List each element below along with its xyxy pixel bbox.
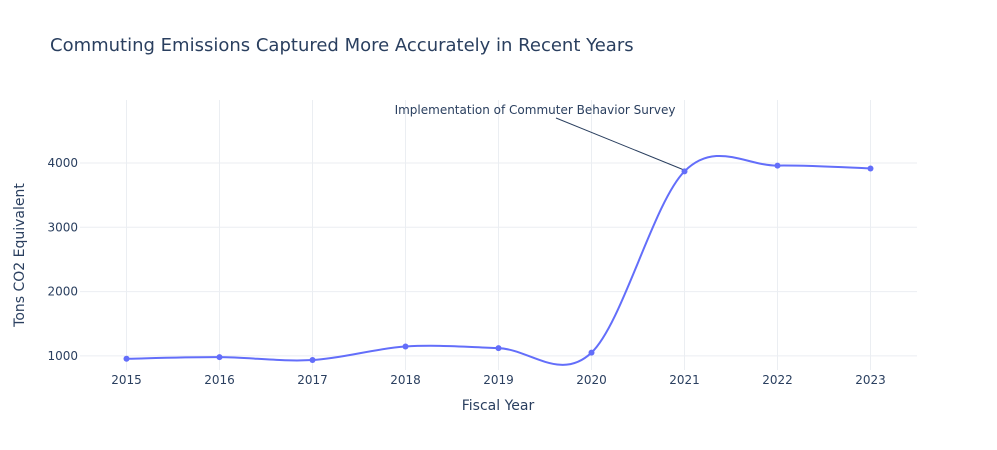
x-tick-label: 2018 (390, 373, 421, 387)
data-point[interactable] (681, 168, 688, 175)
annotation-text: Implementation of Commuter Behavior Surv… (395, 103, 676, 117)
annotation-arrow (555, 117, 683, 170)
y-axis-title: Tons CO2 Equivalent (12, 183, 28, 328)
y-tick-label: 2000 (47, 285, 78, 299)
x-tick-label: 2019 (483, 373, 514, 387)
series-layer (126, 154, 871, 366)
y-tick-label: 3000 (47, 220, 78, 234)
data-point[interactable] (495, 345, 502, 352)
annotation: Implementation of Commuter Behavior Surv… (395, 103, 683, 170)
data-point[interactable] (867, 165, 874, 172)
data-point[interactable] (123, 355, 130, 362)
data-point[interactable] (216, 354, 223, 361)
data-point[interactable] (309, 357, 316, 364)
y-axis-ticks: 1000 2000 3000 4000 (47, 156, 78, 363)
x-tick-label: 2023 (855, 373, 886, 387)
y-tick-label: 4000 (47, 156, 78, 170)
x-axis-ticks: 2015 2016 2017 2018 2019 2020 2021 2022 2023 (111, 373, 886, 387)
x-tick-label: 2017 (297, 373, 328, 387)
x-tick-label: 2016 (204, 373, 235, 387)
x-tick-label: 2020 (576, 373, 607, 387)
data-point[interactable] (588, 349, 595, 356)
x-axis-title: Fiscal Year (462, 398, 535, 414)
chart-title: Commuting Emissions Captured More Accura… (50, 35, 634, 56)
series-line (126, 154, 871, 366)
points-layer (123, 162, 874, 364)
data-point[interactable] (774, 162, 781, 169)
x-tick-label: 2021 (669, 373, 700, 387)
x-tick-label: 2015 (111, 373, 142, 387)
y-tick-label: 1000 (47, 349, 78, 363)
data-point[interactable] (402, 343, 409, 350)
x-tick-label: 2022 (762, 373, 793, 387)
grid (80, 100, 917, 370)
